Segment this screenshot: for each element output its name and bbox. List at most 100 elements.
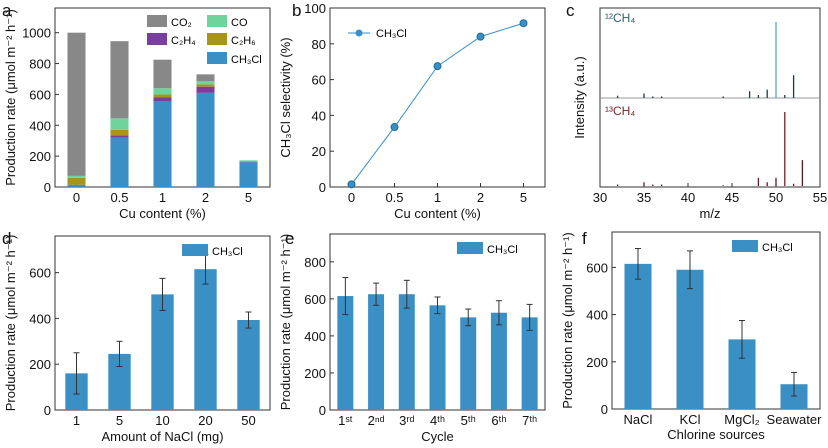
panel-label: a [2, 1, 12, 20]
bar [624, 263, 652, 409]
bar-segment [110, 129, 129, 136]
x-axis-label: Cycle [421, 429, 454, 444]
plot-frame [329, 7, 546, 188]
panel-b: bCu content (%)CH₃Cl selectivity (%)0204… [278, 1, 546, 221]
x-tick-label: 5 [116, 413, 123, 428]
x-tick-label: 40 [681, 190, 695, 205]
bar [337, 296, 354, 410]
x-tick-label: NaCl [624, 412, 653, 427]
y-axis-label: Production rate (μmol m⁻² h⁻¹) [3, 9, 18, 186]
y-axis-label: Production rate (μmol m⁻² h⁻¹) [3, 235, 18, 412]
x-tick-label: 1 [434, 190, 441, 205]
y-tick-label: 0 [44, 403, 51, 418]
legend-label: C₂H₄ [171, 35, 196, 47]
y-axis-label: CH₃Cl selectivity (%) [278, 37, 293, 157]
x-tick-label: Seawater [767, 412, 823, 427]
bar [108, 353, 131, 410]
y-tick-label: 600 [304, 292, 326, 307]
data-point [476, 32, 485, 41]
panel-label: b [292, 1, 301, 20]
x-tick-label: 0.5 [385, 190, 403, 205]
bar-segment [196, 86, 215, 93]
y-tick-label: 20 [312, 144, 326, 159]
legend-label: CH₃Cl [762, 242, 793, 254]
bar [368, 294, 385, 410]
panel-d: d Amount of NaCl (mg) Production rate (μmo… [2, 229, 271, 444]
panel-label: c [566, 1, 575, 20]
y-tick-label: 0 [44, 180, 51, 195]
bar-segment [110, 137, 129, 187]
legend-label: C₂H₆ [231, 35, 256, 47]
y-tick-label: 400 [29, 118, 51, 133]
panel-f: f Chlorine sources Production rate (μmol m… [560, 229, 822, 442]
y-tick-label: 800 [29, 57, 51, 72]
x-tick-label: 4ᵗʰ [430, 413, 445, 428]
y-tick-label: 400 [304, 329, 326, 344]
legend-swatch [732, 240, 758, 252]
x-tick-label: 5 [520, 190, 527, 205]
y-tick-label: 200 [29, 149, 51, 164]
bar [398, 294, 415, 410]
bar [490, 312, 507, 410]
y-tick-label: 80 [312, 37, 326, 52]
panel-label: e [285, 229, 294, 248]
x-tick-label: 35 [637, 190, 651, 205]
series-label: ¹²CH₄ [605, 11, 635, 25]
legend-swatch [207, 15, 227, 27]
x-tick-label: 0 [73, 190, 80, 205]
bar-segment [239, 162, 258, 187]
legend-swatch [207, 33, 227, 45]
data-point [519, 19, 528, 28]
y-tick-label: 600 [29, 87, 51, 102]
y-tick-label: 60 [312, 73, 326, 88]
bar-segment [153, 101, 172, 187]
x-tick-label: 10 [155, 413, 169, 428]
bar-segment [67, 175, 86, 178]
bar-segment [153, 88, 172, 95]
legend-label: CH₃Cl [231, 54, 262, 66]
x-tick-label: 3ʳᵈ [399, 413, 414, 428]
x-tick-label: 45 [725, 190, 739, 205]
legend-swatch [457, 242, 483, 254]
y-tick-label: 200 [586, 355, 608, 370]
x-tick-label: 2 [477, 190, 484, 205]
x-tick-label: 50 [769, 190, 783, 205]
bar-segment [153, 97, 172, 102]
bar-segment [196, 92, 215, 187]
data-point [390, 123, 399, 132]
legend-swatch [147, 33, 167, 45]
panel-label: d [2, 229, 11, 248]
y-tick-label: 40 [312, 108, 326, 123]
bar-segment [153, 59, 172, 89]
bar-segment [67, 184, 86, 187]
plot-frame [611, 231, 821, 410]
bar-segment [153, 94, 172, 98]
legend-marker [355, 29, 363, 37]
legend-label: CO₂ [171, 17, 192, 29]
x-axis-label: Chlorine sources [667, 427, 765, 442]
y-axis-label: Intensity (a.u.) [572, 56, 587, 138]
bar-segment [67, 177, 86, 185]
legend-label: CH₃Cl [487, 244, 518, 256]
x-tick-label: 7ᵗʰ [522, 413, 537, 428]
y-tick-label: 400 [586, 308, 608, 323]
x-tick-label: 6ᵗʰ [491, 413, 506, 428]
y-tick-label: 200 [29, 357, 51, 372]
x-tick-label: 20 [198, 413, 212, 428]
y-tick-label: 600 [586, 260, 608, 275]
bar-segment [110, 118, 129, 130]
bar-segment [196, 81, 215, 85]
legend-label: CO [231, 17, 248, 29]
x-tick-label: 55 [813, 190, 827, 205]
bar-segment [239, 160, 258, 162]
y-tick-label: 0 [319, 403, 326, 418]
legend-swatch [207, 52, 227, 64]
legend-swatch [182, 244, 208, 256]
x-tick-label: 5ᵗʰ [461, 413, 476, 428]
y-tick-label: 200 [304, 366, 326, 381]
x-axis-label: Cu content (%) [119, 206, 206, 221]
bar-segment [196, 74, 215, 82]
bar [429, 305, 446, 410]
x-tick-label: MgCl₂ [724, 412, 759, 427]
